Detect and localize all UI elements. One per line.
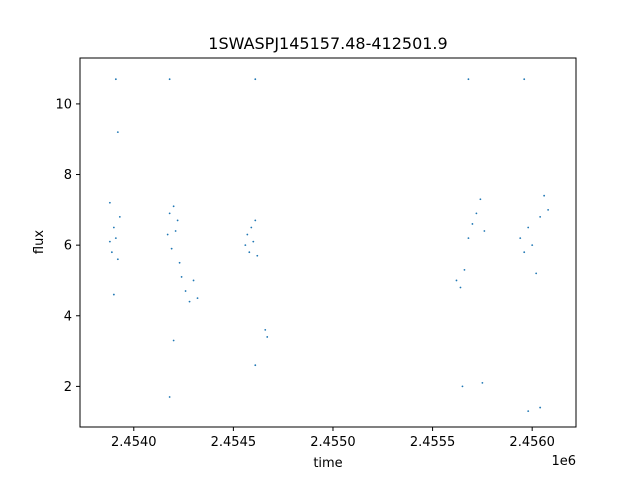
data-point	[108, 240, 111, 243]
data-point	[461, 385, 464, 388]
data-point	[188, 300, 191, 303]
data-point	[254, 78, 257, 81]
data-point	[174, 230, 177, 232]
data-point	[256, 254, 259, 257]
data-point	[248, 251, 251, 254]
data-point	[547, 208, 550, 211]
plot-frame	[79, 57, 577, 428]
data-point	[459, 286, 462, 289]
data-point	[246, 233, 249, 236]
data-point	[523, 251, 526, 254]
data-point	[114, 78, 117, 81]
data-point	[168, 396, 171, 398]
x-axis-offset-label: 1e6	[551, 454, 576, 469]
x-axis: 2.4540 2.4545 2.4550 2.4555 2.4560	[111, 427, 555, 450]
data-point	[172, 339, 175, 342]
x-tick-label: 2.4560	[509, 435, 555, 450]
x-axis-label: time	[313, 456, 342, 471]
data-point	[184, 290, 187, 292]
data-point	[539, 216, 542, 218]
y-axis-label: flux	[32, 230, 47, 254]
data-point	[168, 212, 171, 215]
data-point	[112, 293, 115, 296]
x-tick-label: 2.4550	[310, 435, 356, 450]
data-point	[250, 226, 253, 229]
data-point	[254, 219, 257, 222]
data-point	[467, 237, 470, 239]
data-point	[170, 247, 173, 250]
data-point	[244, 244, 247, 247]
data-point	[531, 244, 534, 247]
data-point	[192, 279, 195, 282]
data-points	[108, 78, 550, 413]
data-point	[479, 198, 482, 201]
data-point	[527, 410, 530, 413]
data-point	[252, 240, 255, 243]
data-point	[467, 78, 470, 81]
data-point	[180, 276, 183, 278]
data-point	[527, 226, 530, 229]
data-point	[475, 212, 478, 215]
y-tick-label: 4	[64, 309, 72, 324]
x-tick-label: 2.4555	[410, 435, 456, 450]
data-point	[455, 279, 458, 282]
data-point	[254, 364, 257, 367]
x-tick-label: 2.4540	[111, 435, 157, 450]
data-point	[178, 261, 181, 264]
data-point	[118, 216, 121, 218]
data-point	[116, 258, 119, 261]
data-point	[112, 226, 115, 229]
y-tick-label: 10	[55, 97, 72, 112]
data-point	[168, 78, 171, 81]
data-point	[463, 268, 466, 271]
x-tick-label: 2.4545	[211, 435, 257, 450]
data-point	[523, 78, 526, 81]
data-point	[535, 272, 538, 275]
y-tick-label: 6	[64, 239, 72, 254]
chart-title: 1SWASPJ145157.48-412501.9	[208, 34, 447, 53]
data-point	[539, 406, 542, 409]
data-point	[110, 251, 113, 254]
data-point	[264, 328, 267, 331]
data-point	[266, 336, 269, 338]
data-point	[471, 223, 474, 225]
y-axis: 2 4 6 8 10	[55, 97, 80, 395]
data-point	[519, 237, 522, 239]
data-point	[543, 194, 546, 197]
data-point	[114, 237, 117, 239]
y-tick-label: 2	[64, 380, 72, 395]
y-tick-label: 8	[64, 168, 72, 183]
data-point	[481, 381, 484, 384]
data-point	[116, 131, 119, 134]
data-point	[172, 205, 175, 208]
data-point	[483, 230, 486, 232]
data-point	[176, 219, 179, 222]
data-point	[196, 297, 199, 300]
data-point	[108, 201, 111, 204]
data-point	[166, 233, 169, 236]
